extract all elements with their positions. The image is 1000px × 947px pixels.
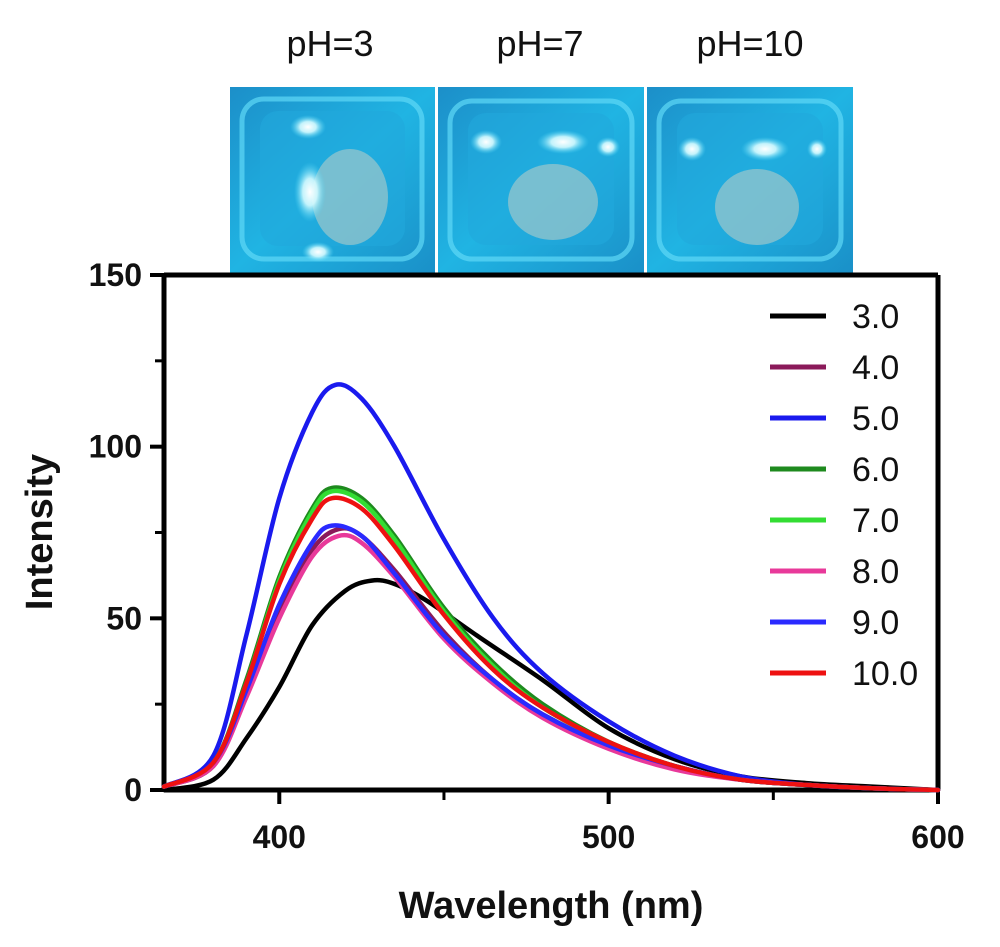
series-line-5.0 [161,382,941,793]
photo-label-ph10: pH=10 [696,23,803,64]
x-axis-label: Wavelength (nm) [399,885,704,927]
cuvette-ph7 [438,87,644,273]
series-line-4.0 [161,525,941,793]
series-line-7.0 [161,488,941,793]
legend-label-9.0: 9.0 [852,604,899,642]
cuvette-ph3 [230,87,435,273]
legend-label-4.0: 4.0 [852,349,899,387]
y-tick-label-50: 50 [106,600,142,636]
series-line-9.0 [161,523,941,793]
legend-label-5.0: 5.0 [852,400,899,438]
cuvette-ph10 [647,87,853,273]
x-tick-label-600: 600 [911,819,964,855]
photo-label-ph3: pH=3 [286,23,373,64]
series-lines [161,382,941,793]
y-tick-label-0: 0 [124,772,142,808]
legend: 3.0 4.0 5.0 6.0 7.0 8.0 9.0 10.0 [770,298,918,693]
x-tick-label-400: 400 [253,819,306,855]
cuvette-photos [230,87,853,273]
series-line-6.0 [161,485,941,793]
legend-label-7.0: 7.0 [852,502,899,540]
series-line-10.0 [161,495,941,793]
y-axis-label: Intensity [19,454,61,610]
legend-label-8.0: 8.0 [852,553,899,591]
ticks: 400 500 600 0 50 100 150 [89,257,965,855]
legend-label-6.0: 6.0 [852,451,899,489]
legend-label-3.0: 3.0 [852,298,899,336]
photo-label-ph7: pH=7 [496,23,583,64]
y-tick-label-100: 100 [89,429,142,465]
legend-label-10.0: 10.0 [852,655,918,693]
x-tick-label-500: 500 [582,819,635,855]
y-tick-label-150: 150 [89,257,142,293]
